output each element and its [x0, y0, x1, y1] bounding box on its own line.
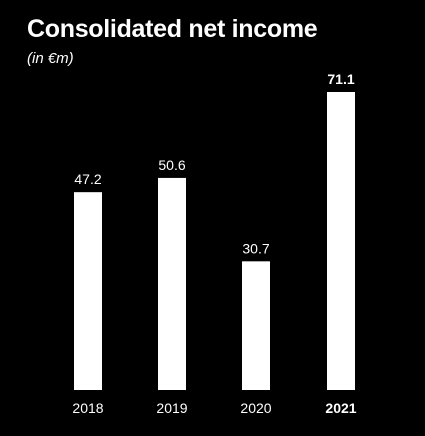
value-label-2018: 47.2 — [74, 171, 101, 187]
x-tick-label-2018: 2018 — [72, 400, 103, 416]
value-label-2020: 30.7 — [242, 240, 269, 256]
chart-subtitle: (in €m) — [27, 50, 74, 67]
bar-2019 — [158, 177, 186, 390]
value-label-2019: 50.6 — [158, 157, 185, 173]
bar-2018 — [74, 192, 102, 390]
bar-2021 — [327, 92, 355, 390]
x-tick-label-2021: 2021 — [325, 400, 356, 416]
chart-title: Consolidated net income — [27, 15, 318, 43]
x-tick-label-2019: 2019 — [156, 400, 187, 416]
x-tick-label-2020: 2020 — [240, 400, 271, 416]
value-label-2021: 71.1 — [327, 71, 354, 87]
bar-2020 — [242, 261, 270, 390]
